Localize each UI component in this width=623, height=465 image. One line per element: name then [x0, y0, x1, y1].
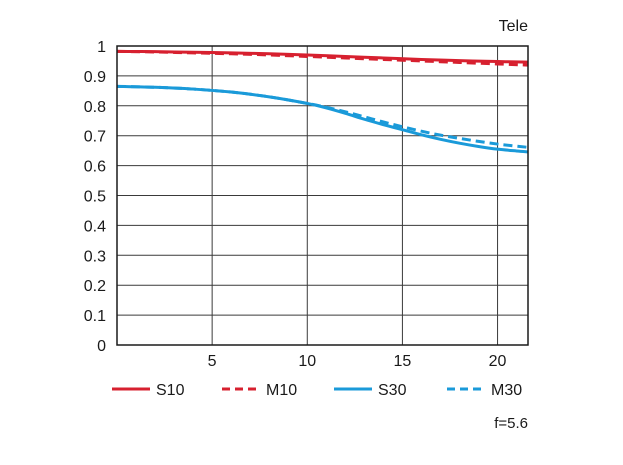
aperture-note: f=5.6 — [494, 415, 528, 432]
series-line-m30 — [116, 84, 529, 149]
series-group — [116, 49, 529, 154]
series-line-s30 — [116, 84, 529, 154]
grid — [117, 46, 528, 345]
legend-item-m30: M30 — [447, 382, 522, 399]
y-tick-label: 0.2 — [84, 278, 106, 295]
x-tick-label: 5 — [208, 353, 217, 370]
legend-label: S10 — [156, 382, 185, 399]
y-tick-labels: 0 0.1 0.2 0.3 0.4 0.5 0.6 0.7 0.8 0.9 1 — [84, 39, 106, 355]
legend-item-s10: S10 — [112, 382, 185, 399]
y-tick-label: 0.8 — [84, 99, 106, 116]
chart-title: Tele — [499, 18, 528, 35]
legend-label: M10 — [266, 382, 297, 399]
x-tick-label: 10 — [298, 353, 316, 370]
y-tick-label: 0.5 — [84, 189, 106, 206]
plot-frame — [116, 45, 529, 346]
y-tick-label: 1 — [97, 39, 106, 56]
x-tick-labels: 5 10 15 20 — [208, 353, 507, 370]
y-tick-label: 0.9 — [84, 69, 106, 86]
y-tick-label: 0.1 — [84, 308, 106, 325]
y-tick-label: 0.3 — [84, 248, 106, 265]
legend-item-m10: M10 — [222, 382, 297, 399]
y-tick-label: 0.4 — [84, 218, 106, 235]
series-line-s10 — [116, 49, 529, 64]
legend: S10 M10 S30 M30 — [112, 382, 522, 399]
x-tick-label: 15 — [394, 353, 412, 370]
legend-label: M30 — [491, 382, 522, 399]
legend-item-s30: S30 — [334, 382, 407, 399]
y-tick-label: 0.6 — [84, 159, 106, 176]
x-tick-label: 20 — [489, 353, 507, 370]
legend-label: S30 — [378, 382, 407, 399]
y-tick-label: 0 — [97, 338, 106, 355]
y-tick-label: 0.7 — [84, 129, 106, 146]
